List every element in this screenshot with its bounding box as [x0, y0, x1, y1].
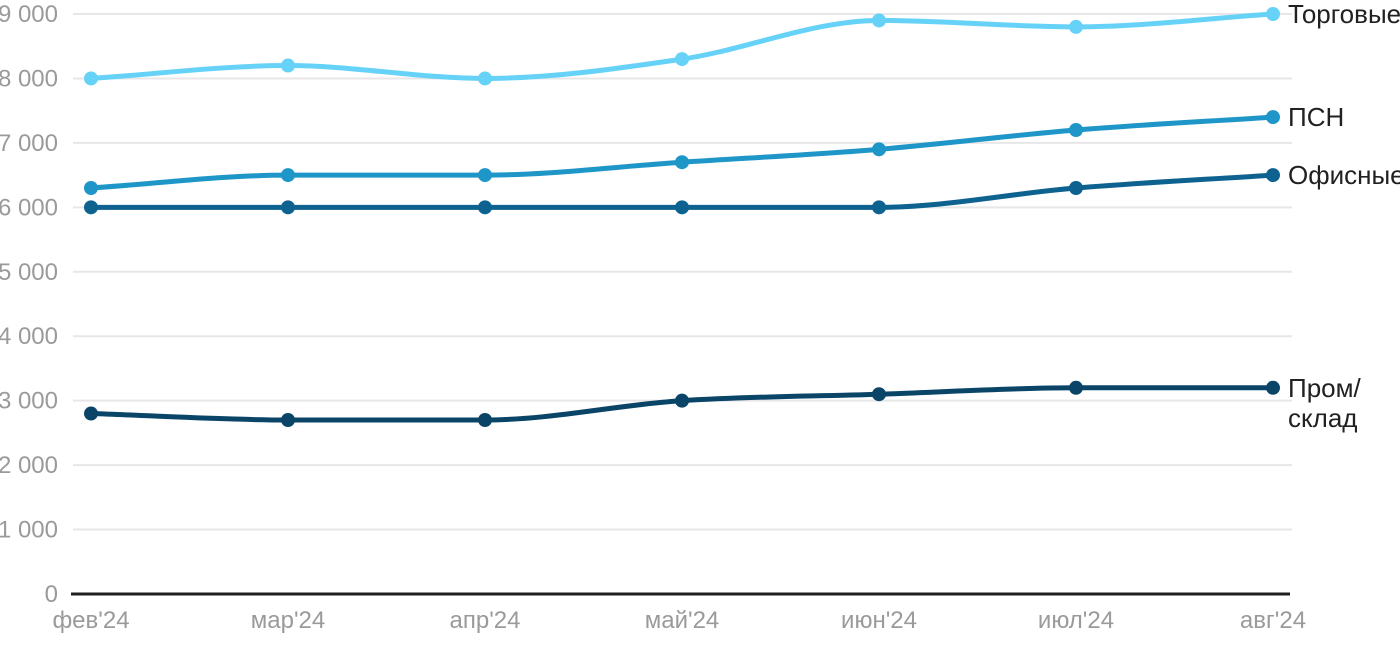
x-axis-tick-label: май'24 [645, 607, 720, 634]
y-axis-tick-label: 9 000 [0, 1, 58, 28]
data-point [1069, 380, 1083, 395]
x-axis-tick-label: июл'24 [1038, 607, 1114, 634]
series-label: ПСН [1288, 102, 1344, 132]
data-point [281, 413, 295, 427]
x-axis-tick-label: июн'24 [841, 607, 917, 634]
y-axis-tick-label: 5 000 [0, 259, 58, 286]
data-point [84, 181, 98, 195]
data-point [872, 13, 886, 28]
data-point [281, 168, 295, 183]
data-point [1266, 110, 1280, 125]
series-line-2 [88, 114, 1276, 191]
data-point [675, 52, 689, 67]
data-point [84, 200, 98, 215]
data-point [478, 200, 492, 215]
x-axis-tick-label: апр'24 [450, 607, 521, 634]
y-axis-tick-label: 2 000 [0, 452, 58, 479]
y-axis-tick-label: 4 000 [0, 323, 58, 350]
data-point [1069, 123, 1083, 137]
data-point [675, 200, 689, 215]
y-axis-tick-label: 0 [45, 581, 58, 608]
series-label: Пром/ [1288, 373, 1361, 403]
data-point [872, 200, 886, 215]
y-axis-tick-label: 3 000 [0, 388, 58, 415]
y-axis-tick-label: 6 000 [0, 194, 58, 221]
x-axis-tick-label: мар'24 [251, 607, 325, 634]
data-point [1266, 7, 1280, 21]
data-point [281, 58, 295, 73]
data-point [84, 406, 98, 421]
series-label: склад [1288, 403, 1357, 433]
series-label: Офисные [1288, 160, 1400, 190]
data-point [872, 142, 886, 157]
data-point [478, 413, 492, 427]
data-point [872, 387, 886, 402]
data-point [281, 200, 295, 215]
data-point [478, 168, 492, 183]
data-point [1266, 380, 1280, 395]
data-point [675, 393, 689, 408]
y-axis-tick-label: 1 000 [0, 517, 58, 544]
x-axis-tick-label: фев'24 [52, 607, 129, 634]
data-point [1266, 168, 1280, 183]
y-axis-tick-label: 7 000 [0, 130, 58, 157]
data-point [1069, 19, 1083, 34]
series-line-1 [88, 11, 1276, 81]
data-point [84, 71, 98, 86]
data-point [478, 71, 492, 86]
data-point [1069, 181, 1083, 195]
data-point [675, 155, 689, 170]
series-label: Торговые [1288, 0, 1400, 29]
x-axis-tick-label: авг'24 [1240, 607, 1306, 634]
y-axis-tick-label: 8 000 [0, 65, 58, 92]
